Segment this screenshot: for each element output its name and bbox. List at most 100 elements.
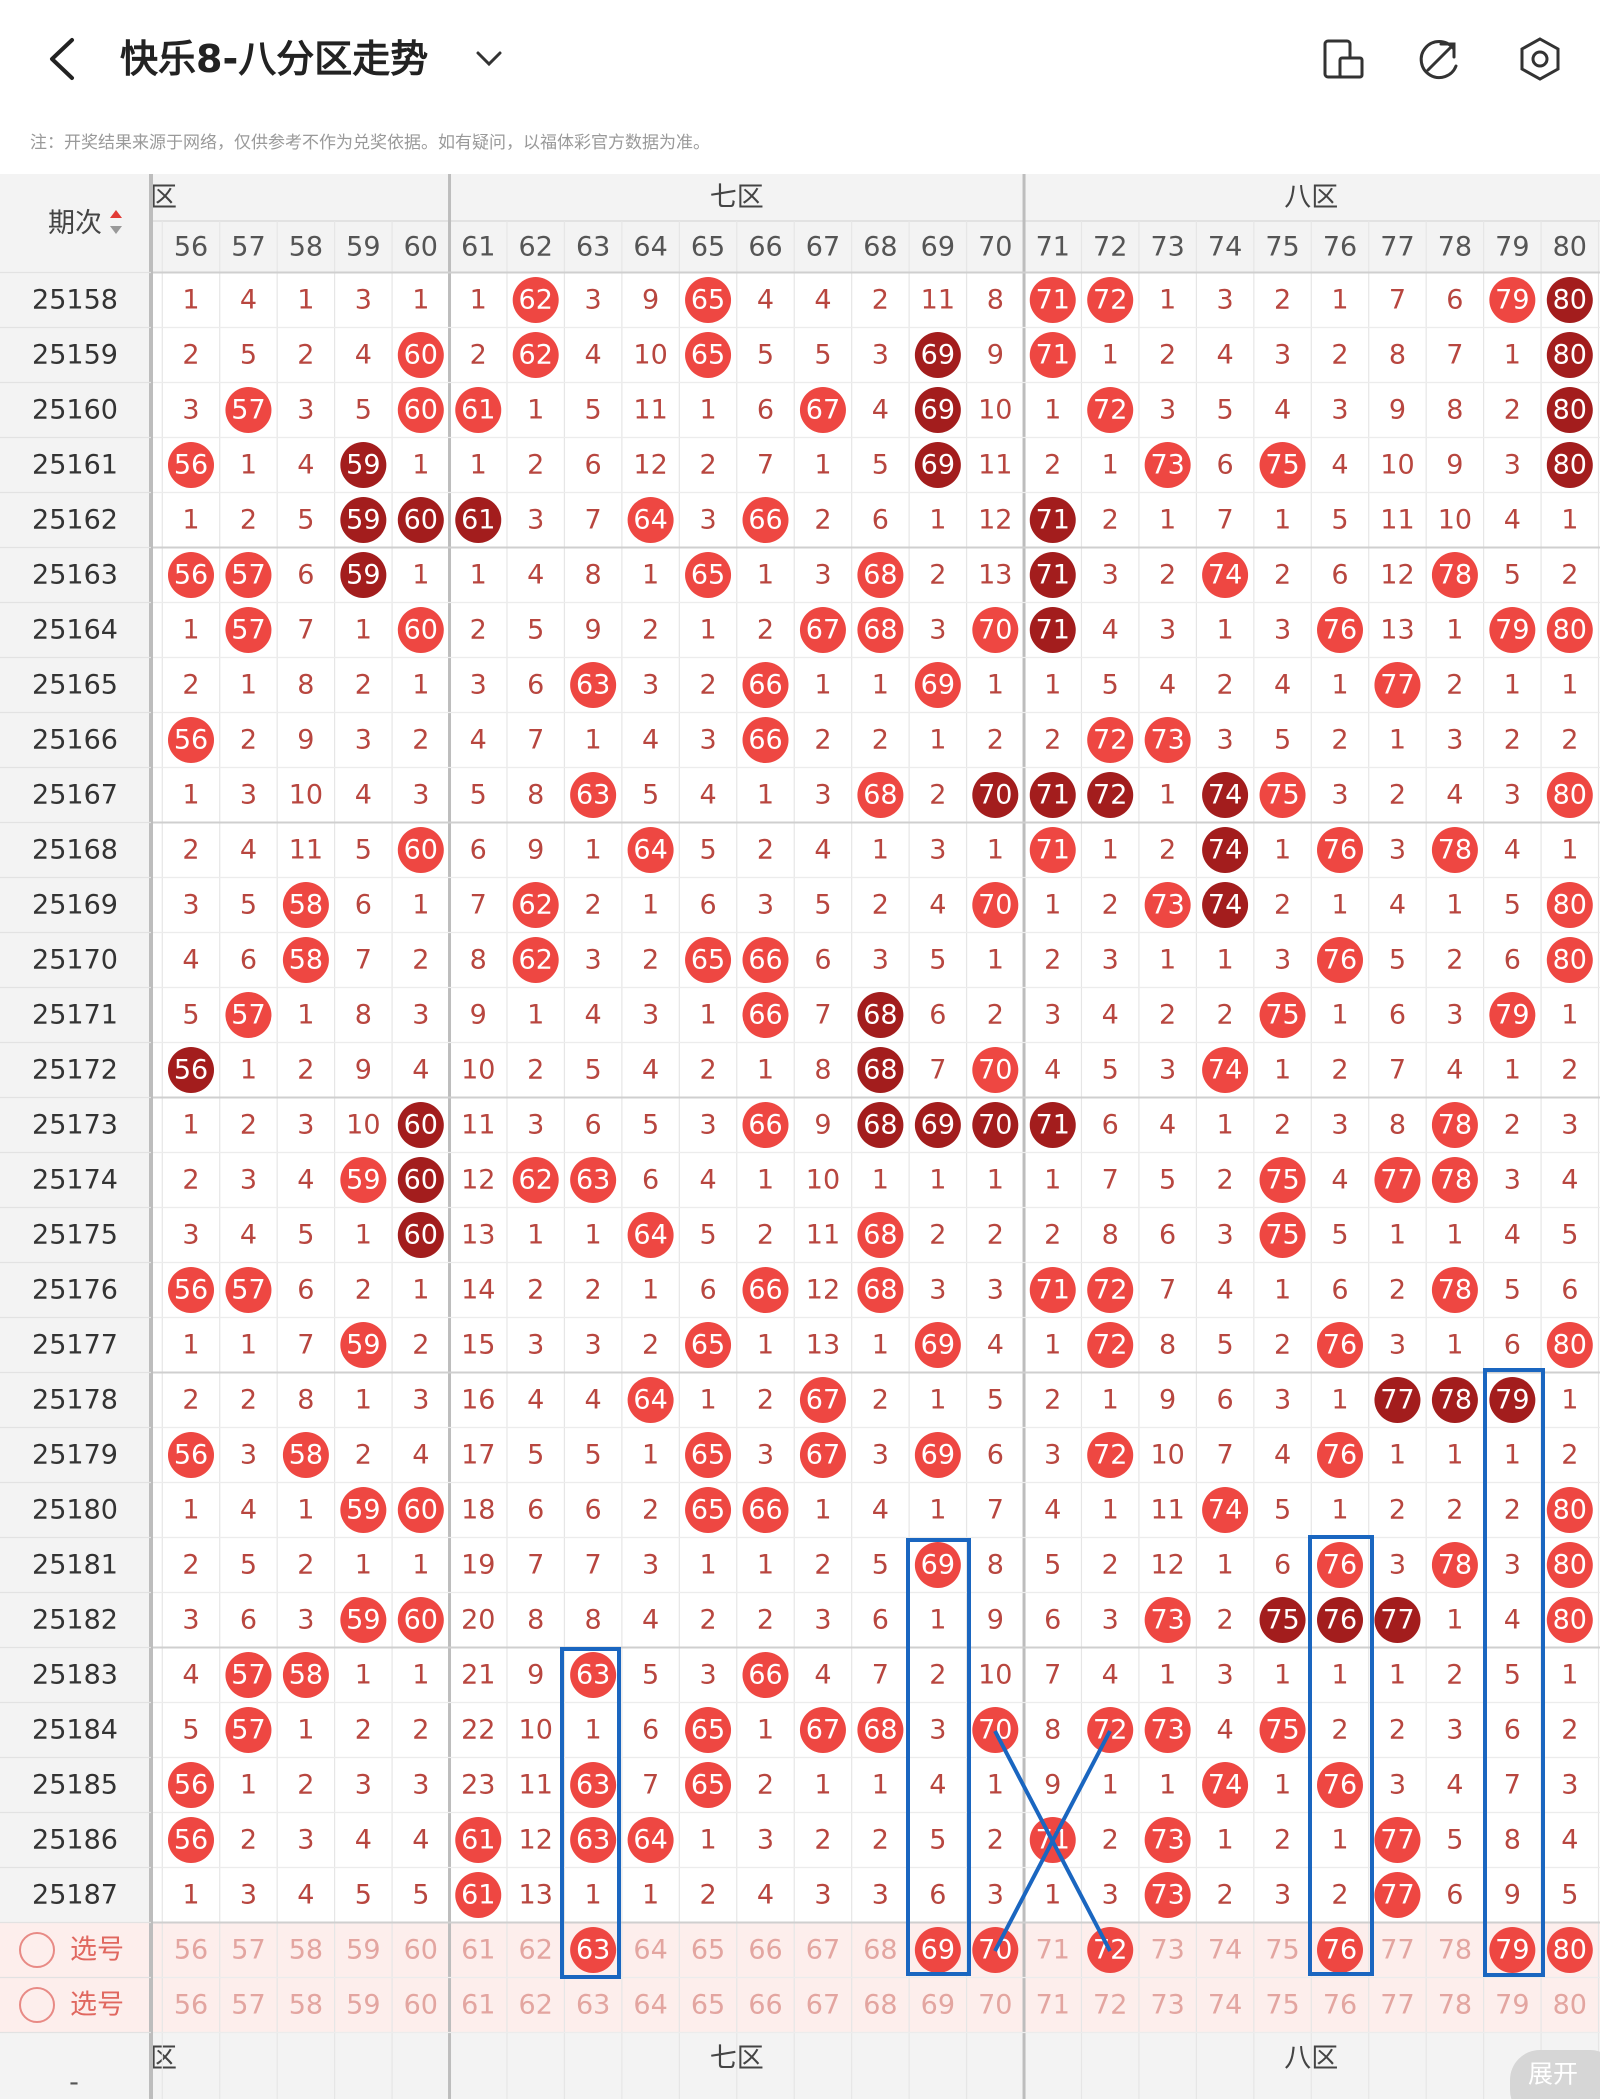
miss-count: 1 bbox=[182, 615, 199, 646]
ball bbox=[972, 1707, 1019, 1753]
miss-count: 2 bbox=[240, 505, 257, 536]
title-dropdown[interactable] bbox=[476, 51, 502, 67]
miss-count: 1 bbox=[240, 1055, 257, 1086]
miss-count: 3 bbox=[987, 1275, 1004, 1306]
miss-count: 1 bbox=[355, 1550, 372, 1581]
column-header: 66 bbox=[748, 232, 782, 263]
column-header: 56 bbox=[174, 232, 208, 263]
miss-count: 3 bbox=[1102, 945, 1119, 976]
miss-count: 4 bbox=[642, 725, 659, 756]
miss-count: 3 bbox=[585, 1330, 602, 1361]
miss-count: 1 bbox=[182, 1110, 199, 1141]
miss-count: 4 bbox=[527, 1385, 544, 1416]
miss-count: 6 bbox=[1274, 1550, 1291, 1581]
miss-count: 1 bbox=[182, 285, 199, 316]
miss-count: 1 bbox=[987, 1770, 1004, 1801]
ball-number: 73 bbox=[1150, 1825, 1184, 1856]
column-header: 76 bbox=[1323, 232, 1357, 263]
ball-number: 76 bbox=[1323, 1935, 1357, 1966]
ball bbox=[340, 1597, 387, 1643]
miss-count: 3 bbox=[1159, 395, 1176, 426]
miss-count: 2 bbox=[527, 1055, 544, 1086]
ball bbox=[1431, 1157, 1478, 1203]
ball bbox=[685, 552, 732, 598]
miss-count: 74 bbox=[1208, 1990, 1242, 2021]
ball bbox=[570, 662, 617, 708]
miss-count: 1 bbox=[297, 1000, 314, 1031]
trend-icon[interactable] bbox=[1419, 40, 1458, 80]
miss-count: 5 bbox=[1217, 1330, 1234, 1361]
miss-count: 11 bbox=[978, 450, 1012, 481]
miss-count: 6 bbox=[814, 945, 831, 976]
settings-icon[interactable] bbox=[1520, 37, 1560, 81]
miss-count: 5 bbox=[1504, 1275, 1521, 1306]
miss-count: 7 bbox=[987, 1495, 1004, 1526]
miss-count: 1 bbox=[240, 1770, 257, 1801]
issue-number: 25186 bbox=[32, 1825, 118, 1856]
corner-header[interactable]: 期次 bbox=[48, 208, 102, 239]
expand-button[interactable] bbox=[1510, 2050, 1600, 2099]
miss-count: 3 bbox=[1274, 1385, 1291, 1416]
miss-count: 1 bbox=[1389, 725, 1406, 756]
ball bbox=[1374, 662, 1421, 708]
miss-count: 1 bbox=[1159, 1770, 1176, 1801]
miss-count: 4 bbox=[1389, 890, 1406, 921]
ball bbox=[512, 332, 559, 378]
miss-count: 3 bbox=[1331, 1110, 1348, 1141]
ball bbox=[397, 607, 444, 653]
miss-count: 8 bbox=[1389, 1110, 1406, 1141]
miss-count: 2 bbox=[1274, 890, 1291, 921]
miss-count: 12 bbox=[1380, 560, 1414, 591]
miss-count: 1 bbox=[1446, 615, 1463, 646]
ball bbox=[1431, 552, 1478, 598]
ball-number: 80 bbox=[1553, 1330, 1587, 1361]
miss-count: 8 bbox=[585, 560, 602, 591]
ball bbox=[1317, 1762, 1363, 1808]
back-button[interactable] bbox=[50, 38, 74, 80]
column-header: 67 bbox=[806, 232, 840, 263]
ball-number: 71 bbox=[1036, 505, 1070, 536]
ball bbox=[857, 1102, 904, 1148]
miss-count: 1 bbox=[929, 1165, 946, 1196]
pick-checkbox[interactable] bbox=[19, 1987, 55, 2023]
miss-count: 4 bbox=[585, 340, 602, 371]
miss-count: 63 bbox=[576, 1990, 610, 2021]
miss-count: 7 bbox=[1504, 1770, 1521, 1801]
issue-number: 25168 bbox=[32, 835, 118, 866]
ball bbox=[1431, 1267, 1478, 1313]
ball bbox=[570, 772, 617, 818]
ball-number: 72 bbox=[1093, 1715, 1127, 1746]
miss-count: 2 bbox=[527, 1275, 544, 1306]
miss-count: 5 bbox=[585, 395, 602, 426]
ball-number: 80 bbox=[1553, 1550, 1587, 1581]
miss-count: 68 bbox=[863, 1935, 897, 1966]
ball-number: 60 bbox=[404, 1165, 438, 1196]
miss-count: 1 bbox=[1044, 670, 1061, 701]
miss-count: 3 bbox=[642, 1000, 659, 1031]
pick-checkbox[interactable] bbox=[19, 1932, 55, 1968]
miss-count: 4 bbox=[929, 1770, 946, 1801]
ball bbox=[1144, 882, 1191, 928]
miss-count: 9 bbox=[987, 1605, 1004, 1636]
miss-count: 6 bbox=[642, 1165, 659, 1196]
miss-count: 1 bbox=[1159, 780, 1176, 811]
miss-count: 1 bbox=[240, 1330, 257, 1361]
ball bbox=[685, 1762, 732, 1808]
ball bbox=[742, 497, 789, 543]
device-icon[interactable] bbox=[1323, 39, 1364, 79]
ball-number: 71 bbox=[1036, 560, 1070, 591]
miss-count: 1 bbox=[929, 1605, 946, 1636]
miss-count: 79 bbox=[1495, 1990, 1529, 2021]
miss-count: 1 bbox=[1446, 1605, 1463, 1636]
ball-number: 64 bbox=[633, 505, 667, 536]
ball-number: 57 bbox=[231, 1715, 265, 1746]
miss-count: 3 bbox=[297, 1605, 314, 1636]
ball-number: 57 bbox=[231, 395, 265, 426]
miss-count: 66 bbox=[748, 1935, 782, 1966]
miss-count: 1 bbox=[1044, 1165, 1061, 1196]
issue-number: 25170 bbox=[32, 945, 118, 976]
ball-number: 75 bbox=[1265, 1000, 1299, 1031]
miss-count: 2 bbox=[412, 1330, 429, 1361]
ball bbox=[857, 992, 904, 1038]
column-header: 73 bbox=[1150, 232, 1184, 263]
